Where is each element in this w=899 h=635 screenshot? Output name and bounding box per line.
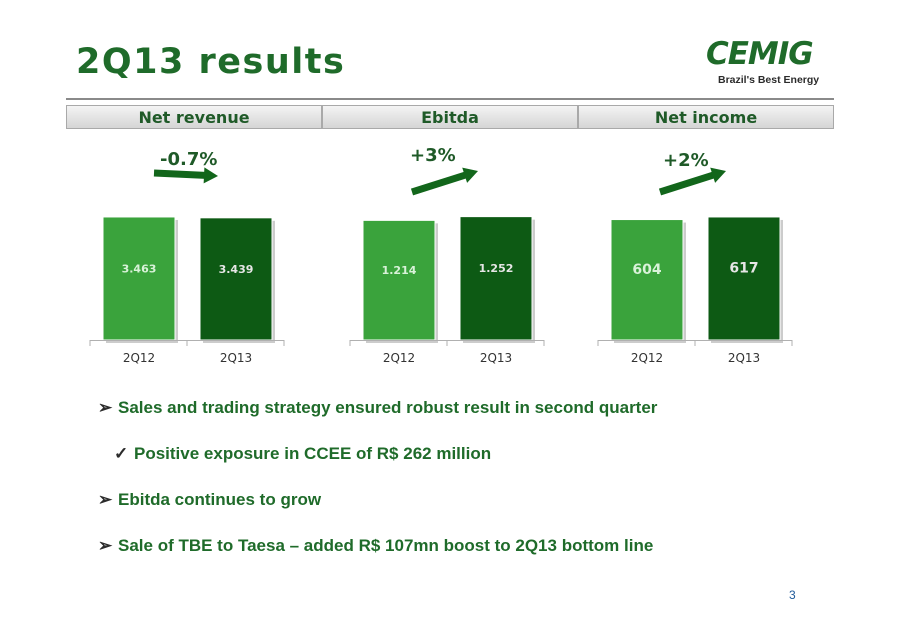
data-label: 1.214 xyxy=(382,264,417,277)
chart-net-income: 604 2Q12 617 2Q13 xyxy=(597,167,793,365)
category-label: 2Q12 xyxy=(383,351,415,365)
bullet-item: ✓ Positive exposure in CCEE of R$ 262 mil… xyxy=(114,444,491,464)
category-label: 2Q13 xyxy=(728,351,760,365)
arrow-bullet-icon: ➢ xyxy=(98,536,113,555)
header-ebitda: Ebitda xyxy=(322,105,578,129)
bar-2q12 xyxy=(362,219,436,341)
category-label: 2Q13 xyxy=(480,351,512,365)
change-label-ebitda: +3% xyxy=(410,145,456,166)
chart-net-revenue: 3.463 2Q12 3.439 2Q13 xyxy=(89,167,285,365)
trend-arrow-icon xyxy=(410,167,478,196)
bullet-text: Ebitda continues to grow xyxy=(118,490,322,509)
logo-tagline: Brazil's Best Energy xyxy=(718,74,820,86)
bullet-text: Sale of TBE to Taesa – added R$ 107mn bo… xyxy=(118,536,654,555)
bar-2q13 xyxy=(199,217,273,341)
page-number: 3 xyxy=(789,588,796,602)
bullet-item: ➢ Ebitda continues to grow xyxy=(98,490,321,510)
data-label: 604 xyxy=(632,262,661,278)
data-label: 3.463 xyxy=(122,262,157,275)
header-net-revenue: Net revenue xyxy=(66,105,322,129)
change-label-net-revenue: -0.7% xyxy=(160,149,218,170)
bar-2q13 xyxy=(459,216,533,341)
slide-title: 2Q13 results xyxy=(76,42,346,82)
bullet-item: ➢ Sales and trading strategy ensured robu… xyxy=(98,398,657,418)
bar-2q12 xyxy=(610,219,684,341)
trend-arrow-icon xyxy=(658,167,726,196)
bullet-text: Sales and trading strategy ensured robus… xyxy=(118,398,658,417)
bar-2q13 xyxy=(707,216,781,341)
arrow-bullet-icon: ➢ xyxy=(98,490,113,509)
check-bullet-icon: ✓ xyxy=(114,444,129,463)
logo-wordmark: CEMIG xyxy=(706,36,814,72)
change-label-net-income: +2% xyxy=(663,150,709,171)
bar-2q12 xyxy=(102,216,176,341)
title-divider xyxy=(66,98,834,100)
data-label: 617 xyxy=(729,260,758,276)
arrow-bullet-icon: ➢ xyxy=(98,398,113,417)
data-label: 1.252 xyxy=(479,262,514,275)
data-label: 3.439 xyxy=(219,263,254,276)
category-label: 2Q12 xyxy=(631,351,663,365)
bullet-item: ➢ Sale of TBE to Taesa – added R$ 107mn b… xyxy=(98,536,653,556)
chart-ebitda: 1.214 2Q12 1.252 2Q13 xyxy=(349,167,545,365)
header-net-income: Net income xyxy=(578,105,834,129)
category-label: 2Q13 xyxy=(220,351,252,365)
trend-arrow-icon xyxy=(153,167,218,184)
category-label: 2Q12 xyxy=(123,351,155,365)
cemig-logo: CEMIG Brazil's Best Energy xyxy=(706,36,828,90)
bullet-text: Positive exposure in CCEE of R$ 262 mill… xyxy=(134,444,492,463)
